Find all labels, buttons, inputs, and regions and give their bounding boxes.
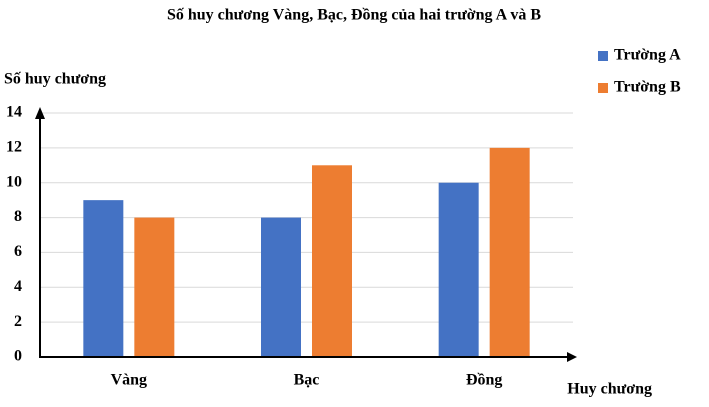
chart-title: Số huy chương Vàng, Bạc, Đồng của hai tr… [167, 7, 541, 24]
legend-label: Trường B [614, 79, 681, 96]
x-tick-label: Vàng [111, 372, 147, 389]
y-tick-label: 14 [6, 104, 22, 121]
bar [83, 200, 124, 357]
y-axis-arrow [35, 107, 45, 119]
x-axis-label: Huy chương [567, 381, 652, 398]
legend-label: Trường A [614, 47, 681, 64]
y-tick-label: 2 [14, 313, 22, 330]
y-tick-label: 0 [14, 348, 22, 365]
y-tick-label: 10 [6, 173, 22, 190]
x-tick-label: Bạc [294, 372, 320, 389]
bar [261, 217, 301, 357]
y-tick-label: 8 [14, 208, 22, 225]
y-tick-label: 12 [6, 139, 22, 156]
y-tick-label: 6 [14, 243, 22, 260]
legend-swatch [598, 83, 608, 93]
y-axis-label: Số huy chương [4, 71, 106, 88]
bar [438, 182, 479, 357]
bar [312, 165, 352, 357]
x-tick-label: Đồng [466, 372, 502, 389]
legend-swatch [598, 51, 608, 61]
bar [489, 147, 530, 357]
x-axis-arrow [567, 352, 577, 362]
y-tick-label: 4 [14, 278, 22, 295]
bar [134, 217, 175, 357]
